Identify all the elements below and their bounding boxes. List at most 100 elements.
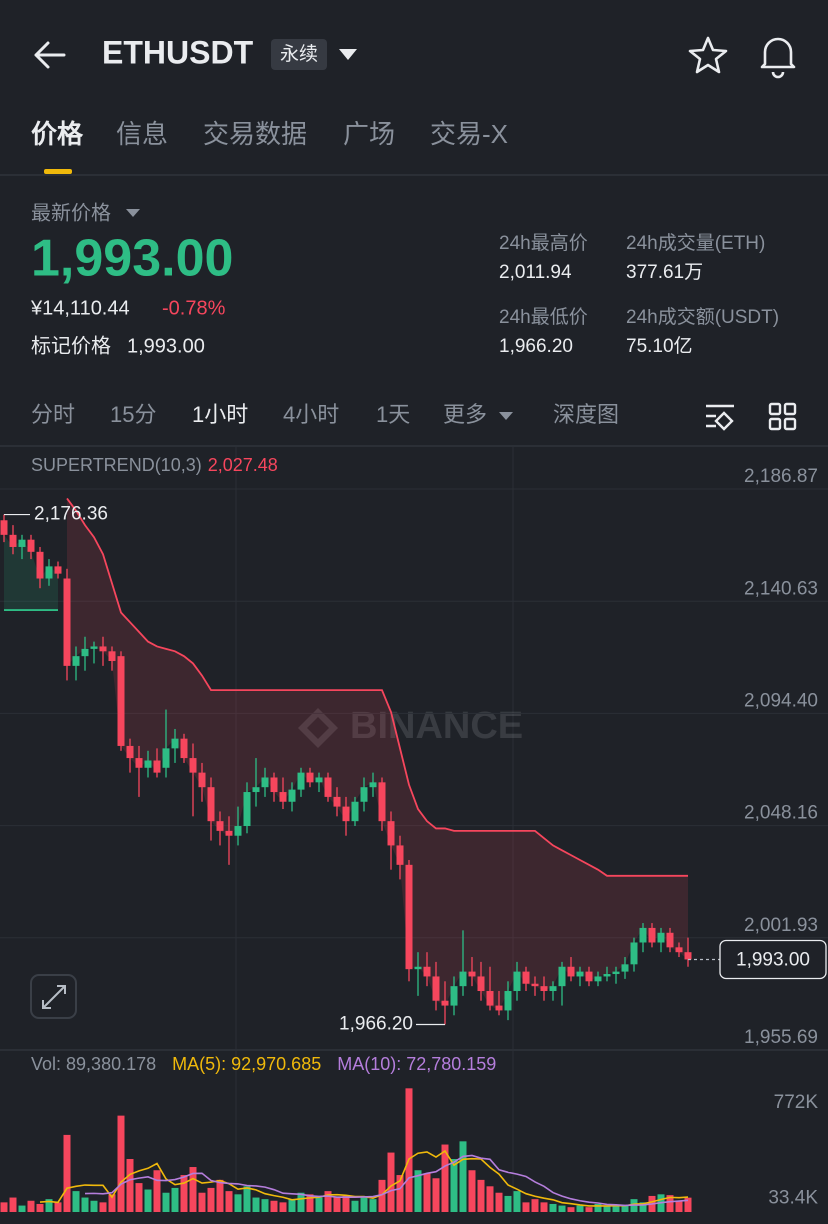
volume-bar (621, 1205, 629, 1212)
watermark: BINANCE (298, 705, 523, 748)
volume-bar (36, 1203, 44, 1212)
volume-tick-label: 33.4K (768, 1188, 818, 1209)
timeframe[interactable]: 深度图 (553, 402, 619, 427)
timeframe[interactable]: 1小时 (192, 402, 248, 427)
mark-price-label: 标记价格 (31, 334, 111, 357)
volume-bar (18, 1205, 26, 1212)
volume-bar (441, 1144, 449, 1212)
candle-body (378, 782, 386, 822)
volume-bar (126, 1158, 134, 1212)
timeframe[interactable]: 分时 (31, 402, 75, 427)
supertrend-line (66, 497, 688, 877)
volume-bar (153, 1170, 161, 1212)
candle-body (342, 806, 350, 822)
candle-body (54, 566, 62, 574)
volume-bar (27, 1200, 35, 1212)
volume-bar (549, 1203, 557, 1212)
bell-body (760, 37, 796, 69)
candle-body (234, 826, 242, 836)
candle-body (126, 745, 134, 759)
volume-bar (666, 1195, 674, 1212)
candle-body (207, 787, 215, 822)
volume-bar (216, 1179, 224, 1212)
candle-body (504, 991, 512, 1011)
tab[interactable]: 交易数据 (203, 119, 307, 149)
layout-icon[interactable] (768, 402, 797, 431)
volume-bar (135, 1183, 143, 1212)
candle-body (108, 651, 116, 662)
layout-cell (768, 417, 782, 431)
symbol-dropdown[interactable] (339, 49, 357, 60)
volume-bar (54, 1202, 62, 1212)
candle-body (585, 971, 593, 982)
change-percent: -0.78% (162, 297, 226, 319)
volume-bar (540, 1202, 548, 1212)
y-tick-label: 2,186.87 (744, 466, 818, 487)
back-button[interactable] (34, 41, 66, 69)
ma-name: MA(10): (337, 1054, 401, 1074)
volume-bar (504, 1195, 512, 1212)
more-dropdown[interactable] (499, 412, 513, 420)
layout-cell (783, 417, 797, 431)
candle-body (189, 758, 197, 773)
volume-bar (531, 1199, 539, 1212)
expand-button[interactable] (30, 974, 77, 1019)
annotation-label: 2,176.36 (34, 504, 108, 525)
candle-body (603, 974, 611, 977)
volume-bar (171, 1187, 179, 1212)
volume-bar (405, 1088, 413, 1212)
candle-body (198, 772, 206, 788)
candle-body (405, 864, 413, 970)
timeframe[interactable]: 1天 (376, 402, 410, 427)
tab[interactable]: 交易-X (430, 119, 508, 149)
volume-bar (369, 1199, 377, 1212)
annotation-label: 1,966.20 (339, 1014, 413, 1035)
timeframe[interactable]: 4小时 (283, 402, 339, 427)
candle-body (594, 976, 602, 982)
volume-bar (72, 1191, 80, 1212)
favorite-icon[interactable] (688, 36, 728, 74)
volume-bar (477, 1179, 485, 1212)
candle-body (531, 983, 539, 987)
watermark-text: BINANCE (350, 705, 523, 747)
tab[interactable]: 广场 (343, 119, 395, 149)
volume-bar (513, 1191, 521, 1212)
bell-icon[interactable] (760, 37, 796, 79)
candle-body (639, 927, 647, 943)
volume-legend: Vol: 89,380.178 MA(5): 92,970.685 MA(10): 72,… (31, 1054, 496, 1074)
candle-body (513, 971, 521, 992)
timeframe[interactable]: 15分 (110, 402, 156, 427)
candle-body (369, 782, 377, 788)
candle-body (99, 646, 107, 652)
y-tick-label: 2,048.16 (744, 803, 818, 824)
price-label-dropdown[interactable] (126, 209, 140, 217)
candle-body (441, 1000, 449, 1006)
indicator-settings-icon[interactable] (706, 404, 734, 431)
candle-body (153, 760, 161, 773)
tab[interactable]: 信息 (116, 119, 168, 149)
volume-bar (270, 1200, 278, 1212)
volume-bar (180, 1175, 188, 1212)
candle-body (252, 787, 260, 793)
volume-bar (9, 1197, 17, 1212)
volume-bar (522, 1202, 530, 1212)
volume-bar (45, 1199, 53, 1212)
stat-label: 24h最高价 (499, 232, 588, 254)
stat-label: 24h成交额(USDT) (626, 306, 779, 328)
candle-body (297, 772, 305, 790)
candle-body (630, 942, 638, 965)
candle-body (567, 966, 575, 977)
candle-body (171, 738, 179, 749)
timeframe[interactable]: 更多 (443, 402, 487, 427)
candle-body (414, 966, 422, 970)
price-label: 最新价格 (31, 201, 111, 224)
candle-body (225, 830, 233, 836)
layout-cell (783, 402, 797, 416)
candle-body (675, 947, 683, 953)
volume-bar (396, 1175, 404, 1212)
stat-value: 2,011.94 (499, 262, 572, 283)
volume-name: Vol: (31, 1054, 61, 1074)
tab[interactable]: 价格 (31, 119, 84, 149)
